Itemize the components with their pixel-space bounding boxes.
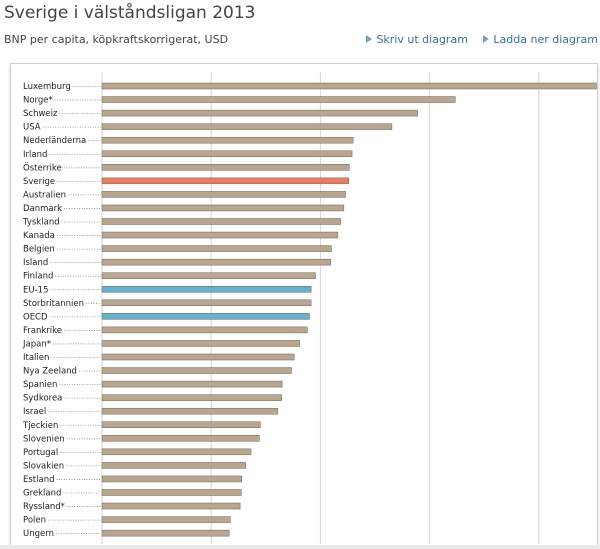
play-arrow-icon xyxy=(366,35,373,43)
category-label: Österrike xyxy=(23,162,62,173)
bar xyxy=(101,489,242,496)
bar xyxy=(101,435,260,442)
category-label: Ryssland* xyxy=(23,502,65,512)
bar xyxy=(101,380,283,388)
page-title: Sverige i välståndsligan 2013 xyxy=(4,3,256,23)
bar xyxy=(101,313,310,320)
category-label: Grekland xyxy=(23,489,61,499)
category-label: Luxemburg xyxy=(23,82,71,92)
bar xyxy=(101,164,350,171)
category-label: Polen xyxy=(23,516,46,526)
category-label: Frankrike xyxy=(23,326,62,336)
print-chart-link[interactable]: Skriv ut diagram xyxy=(366,33,468,46)
category-label: Finland xyxy=(23,272,53,282)
bar xyxy=(101,258,332,266)
bar xyxy=(101,394,282,401)
category-label: Tyskland xyxy=(22,218,60,228)
category-label: Tjeckien xyxy=(22,421,58,431)
category-label: Schweiz xyxy=(23,109,58,119)
download-chart-label: Ladda ner diagram xyxy=(493,33,598,46)
category-label: OECD xyxy=(23,312,48,322)
bar xyxy=(101,367,292,374)
bar xyxy=(101,299,312,307)
category-label: USA xyxy=(23,123,41,133)
chart-subtitle: BNP per capita, köpkraftskorrigerat, USD xyxy=(4,33,229,46)
category-label: Italien xyxy=(23,353,49,363)
category-label: Slovakien xyxy=(23,461,64,471)
category-label: Belgien xyxy=(23,245,55,255)
bar xyxy=(101,286,312,293)
bar xyxy=(101,191,346,198)
download-chart-link[interactable]: Ladda ner diagram xyxy=(483,33,598,46)
category-label: Irland xyxy=(23,150,47,160)
bar xyxy=(101,340,300,347)
category-label: Ungern xyxy=(23,529,54,539)
category-label: Spanien xyxy=(23,380,57,390)
chart-actions: Skriv ut diagram Ladda ner diagram xyxy=(354,33,598,46)
bar-chart: Luxemburg Norge* Schweiz USA Nederländerna Ir… xyxy=(22,72,597,544)
bar xyxy=(101,96,456,103)
category-label: Australien xyxy=(23,190,66,200)
play-arrow-icon xyxy=(483,35,490,43)
category-label: EU-15 xyxy=(23,285,48,295)
bar xyxy=(101,421,261,428)
chart-plot-area: Luxemburg Norge* Schweiz USA Nederländerna Ir… xyxy=(10,63,598,547)
bar xyxy=(101,448,252,456)
category-label: Norge* xyxy=(23,96,53,106)
bar xyxy=(101,407,279,415)
category-label: Nya Zeeland xyxy=(23,367,77,377)
bar xyxy=(101,177,350,185)
category-label: Nederländerna xyxy=(23,136,86,146)
category-label: Portugal xyxy=(23,448,58,458)
category-label: Island xyxy=(23,258,48,268)
category-label: Slovenien xyxy=(23,434,65,444)
bar xyxy=(101,231,339,239)
bar xyxy=(101,462,246,469)
category-label: Sverige xyxy=(23,177,55,187)
bar xyxy=(101,204,345,212)
bar xyxy=(101,136,354,144)
category-label: Sydkorea xyxy=(23,394,62,404)
category-label: Danmark xyxy=(23,204,62,214)
category-label: Estland xyxy=(23,475,55,485)
category-label: Kanada xyxy=(23,231,55,241)
bar xyxy=(101,82,597,90)
print-chart-label: Skriv ut diagram xyxy=(376,33,468,46)
bar xyxy=(101,109,418,117)
category-label: Israel xyxy=(23,407,46,417)
category-label: Japan* xyxy=(22,339,51,349)
bar xyxy=(101,326,308,334)
bar xyxy=(101,516,231,523)
bar xyxy=(101,529,230,537)
bar xyxy=(101,272,316,279)
page-bottom-bar xyxy=(0,545,600,549)
bar xyxy=(101,475,243,483)
bar xyxy=(101,502,241,510)
bar xyxy=(101,150,353,157)
bar xyxy=(101,245,332,252)
bar xyxy=(101,218,341,225)
category-label: Storbritannien xyxy=(23,299,84,309)
bar xyxy=(101,353,295,361)
bar xyxy=(101,123,393,130)
